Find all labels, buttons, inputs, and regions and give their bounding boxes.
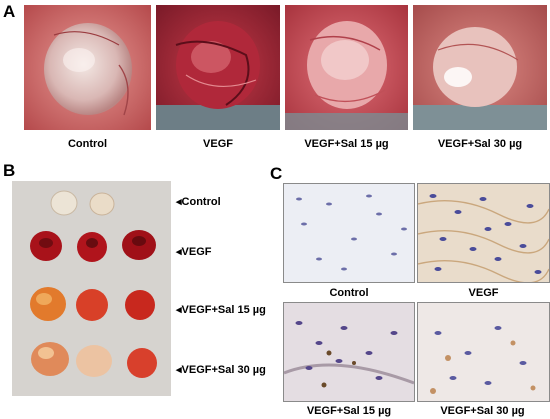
left-arrow-icon: ◂ — [176, 304, 182, 316]
panel-c-vegf-histology — [417, 183, 550, 283]
panel-a-control-photo — [24, 5, 151, 130]
panel-c-vegf-sal30-histology — [417, 302, 550, 402]
panel-b-row-label-vegf-sal30: ◂VEGF+Sal 30 µg — [176, 364, 266, 376]
panel-c-caption-vegf-sal30: VEGF+Sal 30 µg — [440, 405, 525, 417]
panel-c-caption-vegf: VEGF — [468, 287, 499, 299]
panel-a-caption-vegf-sal30: VEGF+Sal 30 µg — [437, 138, 523, 150]
panel-c-vegf-sal15-histology — [283, 302, 415, 402]
left-arrow-icon: ◂ — [176, 364, 182, 376]
panel-letter-c: C — [270, 164, 283, 183]
panel-a-vegf-sal15-photo — [285, 5, 408, 130]
panel-b-row-label-control: ◂Control — [176, 196, 221, 208]
panel-a-caption-vegf: VEGF — [203, 138, 233, 150]
panel-b-row-label-vegf-sal15: ◂VEGF+Sal 15 µg — [176, 304, 266, 316]
panel-b-row-label-vegf: ◂VEGF — [176, 246, 212, 258]
panel-a-caption-control: Control — [67, 138, 108, 150]
panel-letter-b: B — [3, 161, 16, 180]
left-arrow-icon: ◂ — [176, 196, 182, 208]
panel-a-vegf-sal30-photo — [413, 5, 547, 130]
panel-letter-a: A — [3, 2, 16, 21]
panel-a-caption-vegf-sal15: VEGF+Sal 15 µg — [304, 138, 389, 150]
panel-a-vegf-photo — [156, 5, 280, 130]
panel-c-control-histology — [283, 183, 415, 283]
left-arrow-icon: ◂ — [176, 246, 182, 258]
panel-c-caption-control: Control — [329, 287, 369, 299]
panel-c-caption-vegf-sal15: VEGF+Sal 15 µg — [306, 405, 392, 417]
panel-b-excised-plugs-photo — [12, 181, 171, 396]
